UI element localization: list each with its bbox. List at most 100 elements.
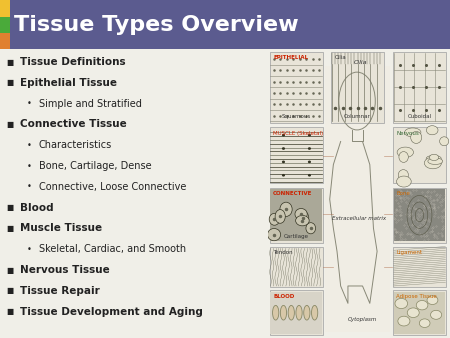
Ellipse shape — [282, 147, 285, 150]
Text: Blood: Blood — [20, 203, 54, 213]
Ellipse shape — [431, 310, 441, 319]
Bar — [270, 188, 324, 243]
Ellipse shape — [426, 155, 441, 162]
Ellipse shape — [398, 170, 409, 180]
Ellipse shape — [429, 154, 439, 161]
Text: •: • — [27, 183, 32, 191]
Bar — [270, 247, 324, 287]
Ellipse shape — [411, 131, 422, 143]
Text: ■: ■ — [7, 266, 14, 274]
Bar — [0, 0, 10, 17]
Ellipse shape — [426, 126, 438, 135]
Bar — [270, 189, 322, 241]
Text: Tissue Repair: Tissue Repair — [20, 286, 100, 296]
Bar — [270, 127, 324, 184]
Text: •: • — [27, 245, 32, 254]
Bar — [392, 290, 446, 335]
Text: Connective Tissue: Connective Tissue — [20, 119, 127, 129]
Text: •: • — [27, 162, 32, 171]
Ellipse shape — [308, 134, 311, 137]
Ellipse shape — [440, 137, 449, 146]
Text: Tissue Types Overview: Tissue Types Overview — [14, 15, 299, 34]
Text: Cuboidal: Cuboidal — [407, 114, 432, 119]
Ellipse shape — [275, 210, 285, 223]
Text: BLOOD: BLOOD — [273, 294, 294, 299]
Text: Characteristics: Characteristics — [39, 140, 112, 150]
Ellipse shape — [405, 128, 421, 137]
Ellipse shape — [424, 157, 441, 169]
Ellipse shape — [306, 223, 315, 234]
Ellipse shape — [311, 305, 318, 320]
Ellipse shape — [296, 305, 302, 320]
Text: Nervous Tissue: Nervous Tissue — [20, 265, 110, 275]
Text: CONNECTIVE: CONNECTIVE — [273, 191, 313, 196]
Text: Cartilage: Cartilage — [284, 234, 309, 239]
Text: Adipose Tissue: Adipose Tissue — [396, 294, 437, 299]
Text: Epithelial Tissue: Epithelial Tissue — [20, 78, 117, 88]
Text: Squamous: Squamous — [282, 114, 311, 119]
Ellipse shape — [273, 305, 279, 320]
Ellipse shape — [288, 305, 294, 320]
Ellipse shape — [416, 300, 428, 310]
Text: Muscle Tissue: Muscle Tissue — [20, 223, 102, 234]
Ellipse shape — [395, 298, 408, 309]
Ellipse shape — [280, 202, 292, 216]
Bar — [270, 292, 322, 334]
Ellipse shape — [397, 147, 414, 158]
Bar — [392, 52, 446, 123]
Ellipse shape — [295, 209, 307, 220]
Text: •: • — [27, 99, 32, 108]
Bar — [270, 52, 324, 123]
Bar — [392, 247, 446, 287]
Text: ■: ■ — [7, 307, 14, 316]
Ellipse shape — [427, 296, 438, 305]
Text: Cilia: Cilia — [354, 59, 368, 65]
Text: Connective, Loose Connective: Connective, Loose Connective — [39, 182, 186, 192]
Ellipse shape — [280, 305, 287, 320]
Text: Extracellular matrix: Extracellular matrix — [332, 216, 386, 221]
Bar — [393, 189, 446, 241]
Ellipse shape — [407, 308, 419, 317]
Bar — [325, 66, 390, 332]
Ellipse shape — [297, 211, 309, 225]
Text: MUSCLE (Skeletal): MUSCLE (Skeletal) — [273, 130, 324, 136]
Bar — [0, 17, 10, 33]
Bar — [392, 188, 446, 243]
Text: Tissue Development and Aging: Tissue Development and Aging — [20, 307, 203, 317]
Ellipse shape — [398, 316, 410, 326]
Ellipse shape — [308, 147, 311, 150]
Bar — [0, 33, 10, 49]
Text: Ligament: Ligament — [396, 250, 422, 256]
Text: Nervous: Nervous — [396, 130, 419, 136]
Ellipse shape — [268, 228, 281, 241]
Text: Bone, Cartilage, Dense: Bone, Cartilage, Dense — [39, 161, 152, 171]
Text: ■: ■ — [7, 120, 14, 129]
Ellipse shape — [396, 176, 411, 187]
Ellipse shape — [282, 134, 285, 137]
Text: ■: ■ — [7, 203, 14, 212]
Text: EPITHELIAL: EPITHELIAL — [273, 55, 308, 61]
Text: Columnar: Columnar — [344, 114, 371, 119]
Text: Tissue Definitions: Tissue Definitions — [20, 57, 126, 67]
Text: Tendon: Tendon — [273, 250, 293, 256]
Text: Simple and Stratified: Simple and Stratified — [39, 99, 142, 108]
Ellipse shape — [282, 174, 285, 176]
Ellipse shape — [282, 161, 285, 163]
Bar — [331, 52, 384, 123]
Text: ■: ■ — [7, 78, 14, 87]
Text: Cilia: Cilia — [334, 55, 346, 61]
Ellipse shape — [269, 213, 279, 225]
Ellipse shape — [308, 174, 311, 176]
Text: ■: ■ — [7, 286, 14, 295]
Ellipse shape — [419, 319, 430, 328]
Ellipse shape — [399, 151, 408, 162]
Text: •: • — [27, 141, 32, 150]
Text: Bone: Bone — [396, 191, 410, 196]
Text: Cytoplasm: Cytoplasm — [348, 317, 377, 322]
Ellipse shape — [296, 215, 309, 226]
Bar — [392, 127, 446, 184]
Text: Skeletal, Cardiac, and Smooth: Skeletal, Cardiac, and Smooth — [39, 244, 186, 254]
Ellipse shape — [304, 305, 310, 320]
Ellipse shape — [308, 161, 311, 163]
Ellipse shape — [428, 158, 443, 165]
